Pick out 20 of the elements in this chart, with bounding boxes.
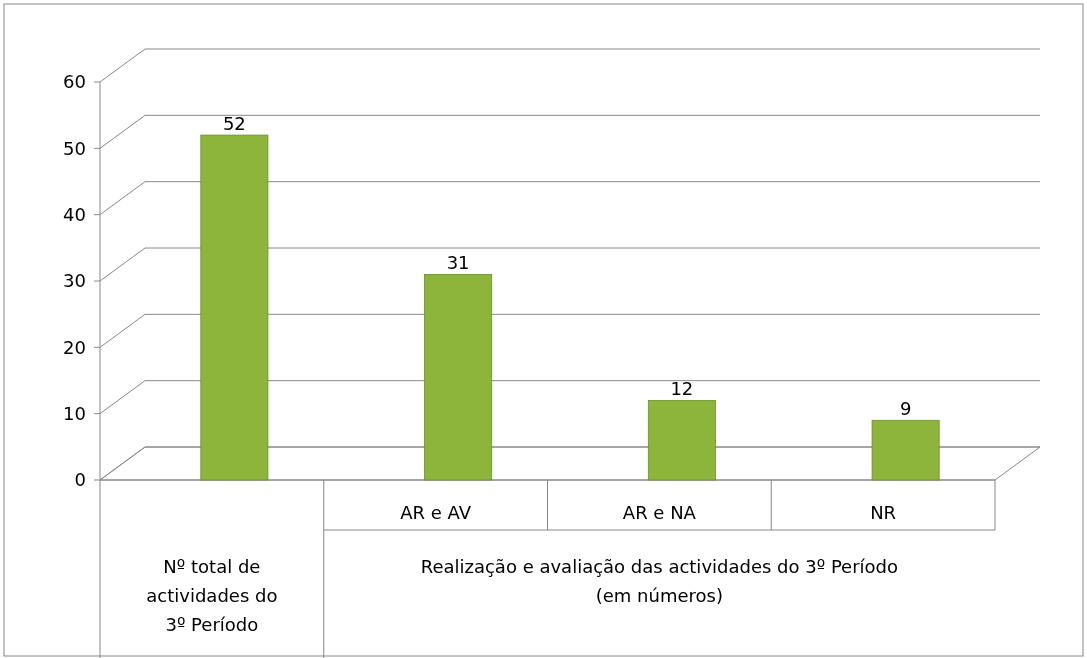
text: Nº total de actividades do 3º Período [146, 556, 278, 635]
bar [647, 400, 716, 481]
x-tick-label: AR e NA [622, 502, 697, 523]
data-label: 9 [899, 398, 912, 420]
data-label: 52 [222, 113, 246, 135]
y-tick-label: 10 [63, 402, 86, 424]
data-label: 12 [670, 378, 694, 400]
y-tick-label: 50 [63, 137, 86, 159]
y-tick-label: 60 [63, 71, 86, 93]
text: Realização e avaliação das actividades do 3º Período (em números) [420, 556, 899, 606]
y-tick-label: 40 [63, 203, 86, 225]
y-tick-label: 20 [63, 336, 86, 358]
data-label: 31 [446, 252, 470, 274]
bar [424, 273, 493, 481]
x-tick-label: AR e AV [400, 502, 472, 523]
bar [871, 419, 940, 481]
x-tick-label: NR [870, 502, 897, 523]
bar [200, 134, 269, 481]
y-tick-label: 30 [63, 270, 86, 292]
y-tick-label: 0 [74, 469, 86, 491]
